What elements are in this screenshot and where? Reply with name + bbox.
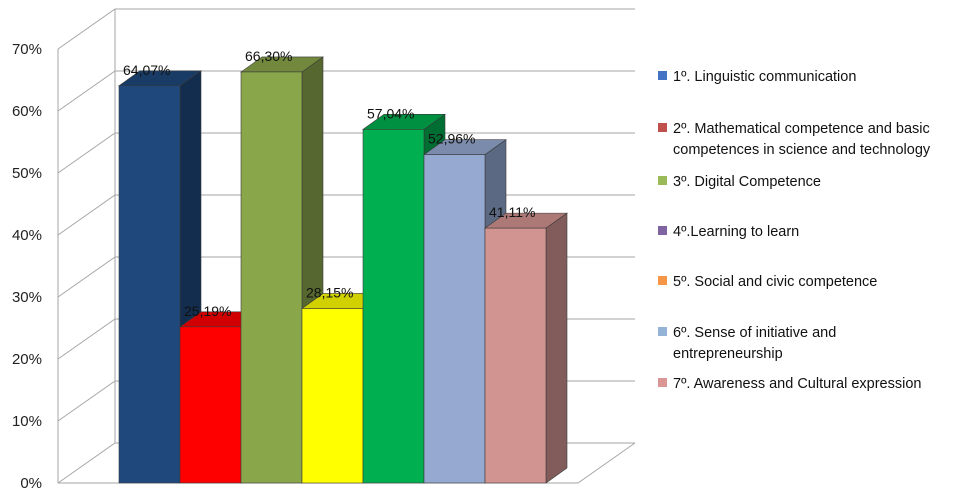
- legend-label-2: 2º. Mathematical competence and basic: [673, 121, 930, 137]
- data-label-1: 64,07%: [123, 62, 170, 78]
- data-label-6: 52,96%: [428, 131, 475, 147]
- legend-label-7: 7º. Awareness and Cultural expression: [673, 376, 921, 392]
- bar-2: [179, 326, 242, 484]
- bar-6: [423, 154, 486, 484]
- data-label-4: 28,15%: [306, 284, 353, 300]
- bar-4: [301, 308, 364, 484]
- y-tick-label: 60%: [12, 103, 42, 120]
- y-tick-label: 0%: [20, 475, 42, 491]
- y-tick-label: 50%: [12, 165, 42, 182]
- data-label-3: 66,30%: [245, 48, 292, 64]
- data-label-7: 41,11%: [489, 204, 535, 220]
- legend-label-3: 3º. Digital Competence: [673, 174, 821, 190]
- bar-7: [484, 227, 547, 484]
- y-tick-label: 30%: [12, 289, 42, 306]
- y-tick-label: 20%: [12, 351, 42, 368]
- data-label-2: 25,19%: [184, 303, 231, 319]
- legend-label-6: 6º. Sense of initiative and: [673, 325, 836, 341]
- bar-3: [240, 71, 303, 484]
- legend-swatch-5: [658, 276, 667, 285]
- legend-label-1: 1º. Linguistic communication: [673, 69, 856, 85]
- bar-5: [362, 129, 425, 484]
- legend-swatch-2: [658, 123, 667, 132]
- gridline: [57, 8, 635, 50]
- y-tick-label: 10%: [12, 413, 42, 430]
- bar-1: [118, 85, 181, 484]
- legend-swatch-7: [658, 378, 667, 387]
- legend-label-4: 4º.Learning to learn: [673, 224, 799, 240]
- legend-swatch-3: [658, 176, 667, 185]
- bar-side-7: [545, 212, 568, 484]
- legend-swatch-1: [658, 71, 667, 80]
- legend-label-5: 5º. Social and civic competence: [673, 274, 877, 290]
- legend-swatch-6: [658, 327, 667, 336]
- y-tick-label: 40%: [12, 227, 42, 244]
- y-tick-label: 70%: [12, 41, 42, 58]
- legend-label-6: entrepreneurship: [673, 346, 783, 362]
- data-label-5: 57,04%: [367, 105, 414, 121]
- legend-swatch-4: [658, 226, 667, 235]
- legend-label-2: competences in science and technology: [673, 142, 931, 158]
